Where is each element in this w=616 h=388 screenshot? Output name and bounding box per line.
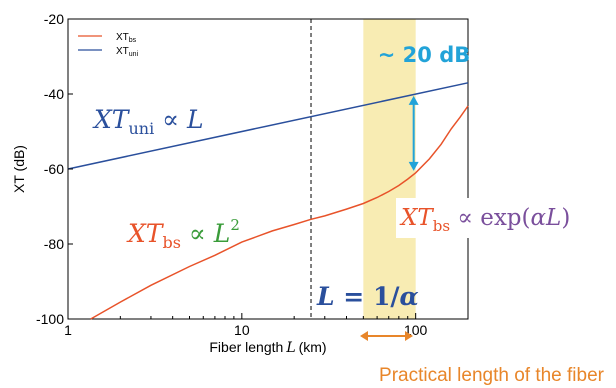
x-axis-label: Fiber length L (km) [209,339,326,356]
x-tick-label: 100 [404,322,428,338]
series-line-bs [90,105,469,320]
practical-length-label: Practical length of the fiber [379,365,605,386]
y-tick-label: -100 [36,311,64,327]
x-tick-label: 10 [234,322,250,338]
series-line-uni [67,82,469,170]
bs-right-formula-bg [396,198,610,238]
y-tick-label: -80 [44,236,64,252]
legend-label-uni: XTuni [116,46,139,58]
y-axis-label: XT (dB) [11,145,27,193]
practical-length-arrow [360,331,413,341]
l-equation: L = 1/α [316,282,419,311]
practical-length-band [363,19,416,319]
legend: XTbs XTuni [78,32,139,58]
y-tick-label: -40 [44,86,64,102]
bs-left-formula: XTbs ∝ L2 [126,216,240,252]
legend-label-bs: XTbs [116,32,137,44]
x-tick-label: 1 [64,322,72,338]
y-tick-label: -20 [44,11,64,27]
gap-label: ~ 20 dB [378,43,470,67]
uni-formula: XTuni ∝ L [92,105,204,138]
y-tick-label: -60 [44,161,64,177]
bs-right-formula: XTbs ∝ exp(αL) [399,205,570,235]
series-layer [67,82,469,320]
gap-arrow [408,95,419,171]
